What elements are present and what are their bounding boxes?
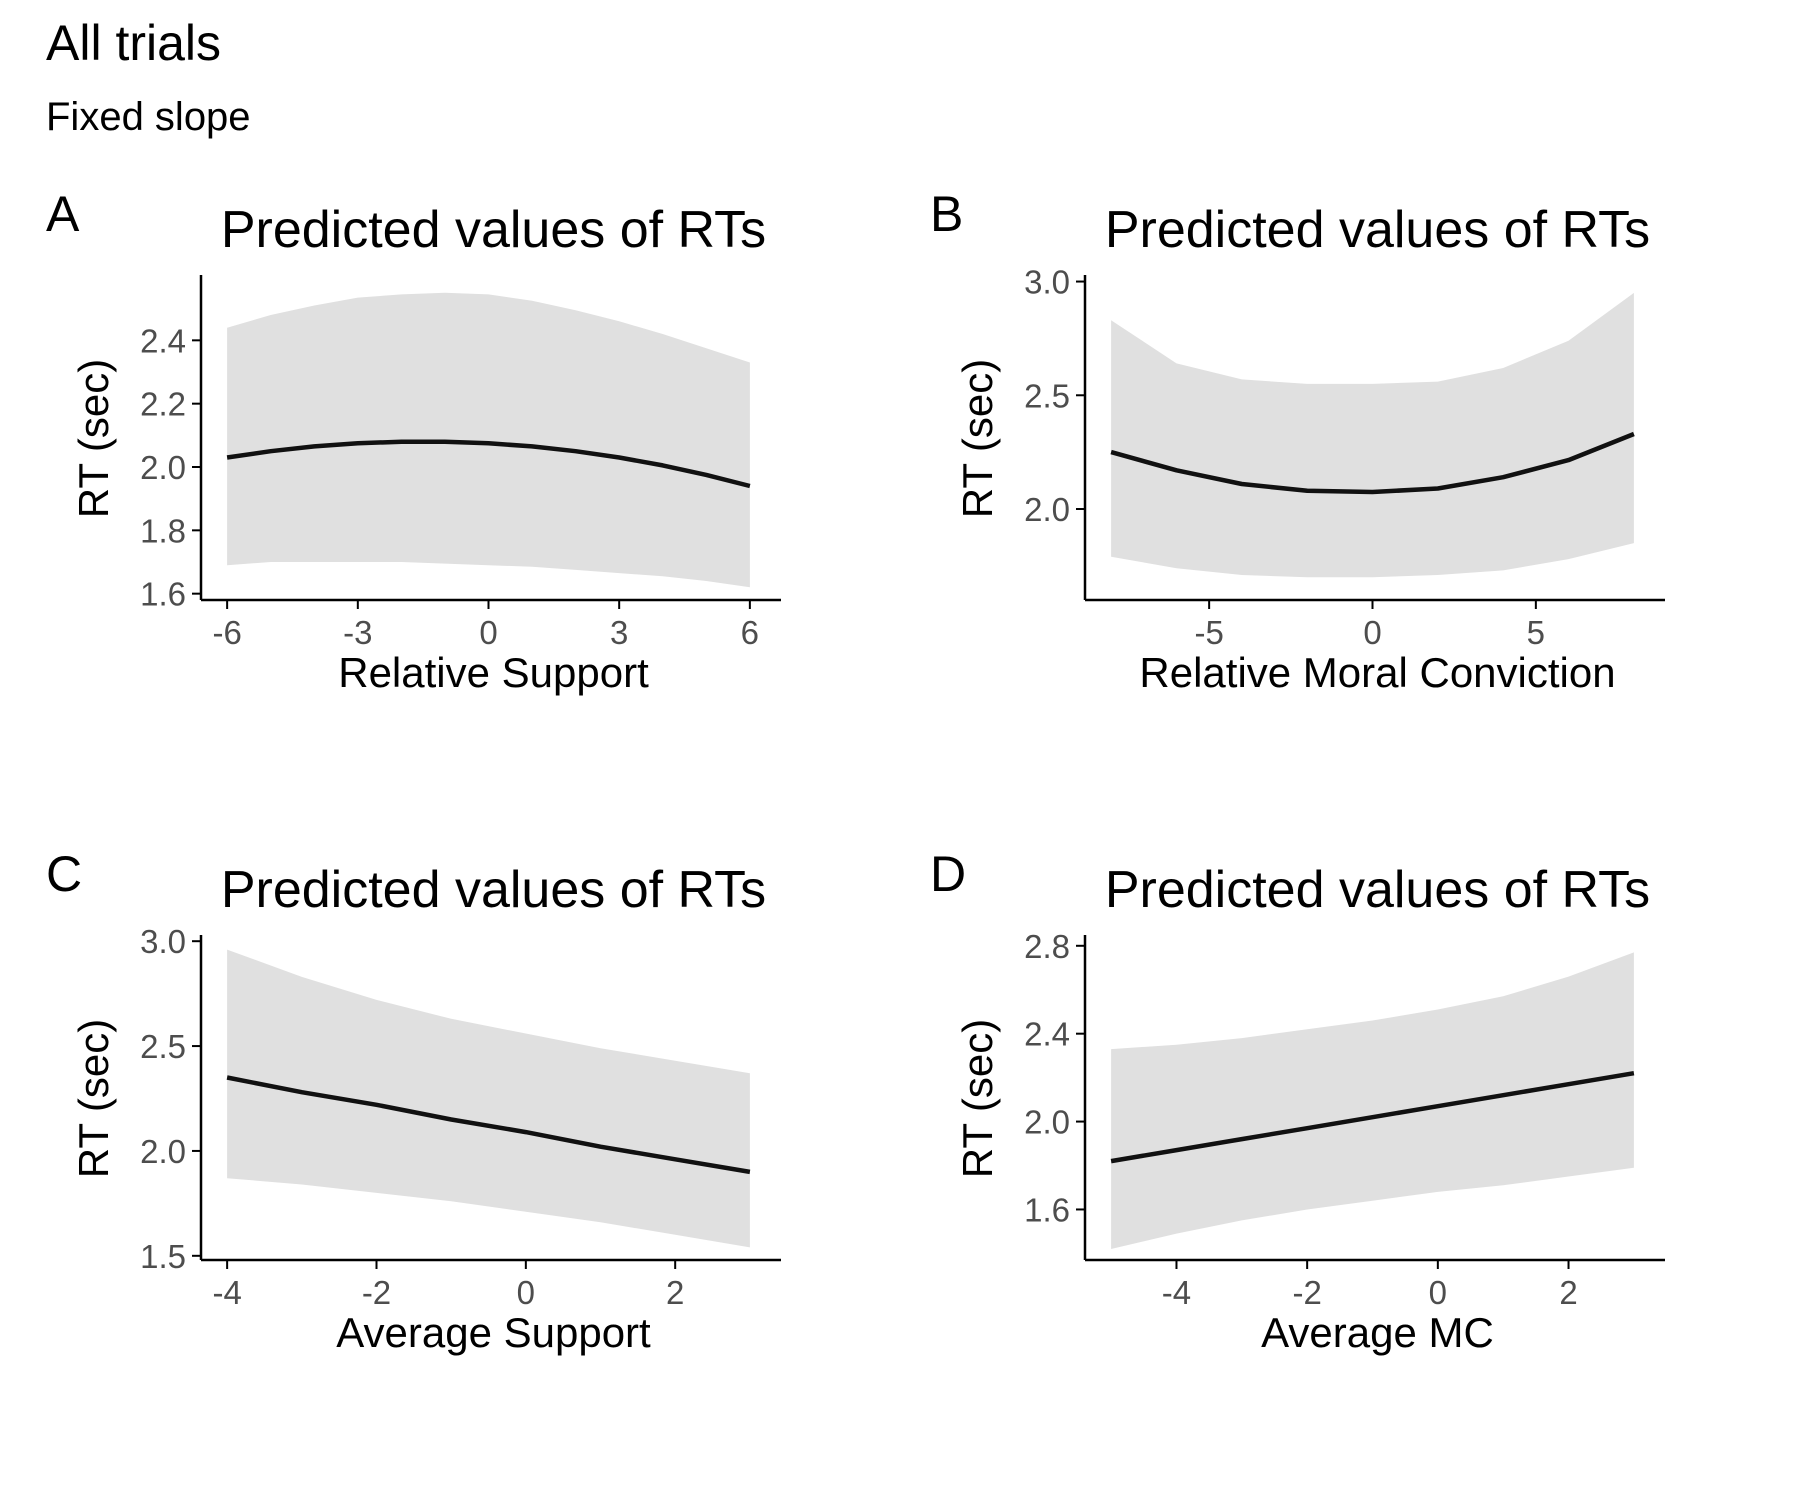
x-tick-label: 6 xyxy=(741,614,759,651)
x-tick-label: 0 xyxy=(517,1274,535,1311)
x-tick-label: -3 xyxy=(343,614,372,651)
predicted-line xyxy=(1110,431,1635,495)
x-tick-label: 3 xyxy=(610,614,628,651)
confidence-band xyxy=(1111,292,1634,578)
x-axis-title: Average Support xyxy=(336,1309,651,1356)
y-tick-label: 2.0 xyxy=(140,449,186,486)
y-axis-title: RT (sec) xyxy=(70,1019,117,1178)
y-axis-title: RT (sec) xyxy=(954,359,1001,518)
panel-a: A -6 -3 0 3 6 1.6 1.8 2.0 2.2 2.4 Predicted values… xyxy=(46,185,926,825)
chart-d: -4 -2 0 2 1.6 2.0 2.4 2.8 Predicted values of RT… xyxy=(954,861,1665,1356)
y-tick-label: 2.5 xyxy=(1024,377,1070,414)
y-tick-label: 1.6 xyxy=(140,576,186,613)
panel-letter: D xyxy=(930,846,967,902)
x-tick-label: -5 xyxy=(1194,614,1223,651)
confidence-band xyxy=(227,292,750,588)
y-tick-label: 1.8 xyxy=(140,512,186,549)
predicted-line xyxy=(1110,1070,1635,1164)
x-tick-label: -2 xyxy=(1292,1274,1321,1311)
x-axis-title: Relative Support xyxy=(338,649,649,696)
x-tick-label: -6 xyxy=(212,614,241,651)
x-tick-label: -4 xyxy=(212,1274,241,1311)
x-axis-title: Average MC xyxy=(1261,1309,1494,1356)
y-axis-title: RT (sec) xyxy=(954,1019,1001,1178)
figure-title: All trials xyxy=(46,15,222,71)
panel-c: C -4 -2 0 2 1.5 2.0 2.5 3.0 Predicted values of … xyxy=(46,845,926,1485)
y-axis-title: RT (sec) xyxy=(70,359,117,518)
chart-title: Predicted values of RTs xyxy=(1105,861,1650,919)
y-tick-label: 2.0 xyxy=(1024,491,1070,528)
y-tick-label: 1.5 xyxy=(140,1238,186,1275)
chart-a: -6 -3 0 3 6 1.6 1.8 2.0 2.2 2.4 Predicted values o… xyxy=(70,201,781,696)
chart-title: Predicted values of RTs xyxy=(221,861,766,919)
panel-d: D -4 -2 0 2 1.6 2.0 2.4 2.8 Predicted values of … xyxy=(930,845,1800,1485)
y-tick-label: 2.8 xyxy=(1024,928,1070,965)
x-tick-label: 0 xyxy=(1429,1274,1447,1311)
y-tick-label: 2.4 xyxy=(140,322,186,359)
panel-b: B -5 0 5 2.0 2.5 3.0 Predicted values of RTs Re… xyxy=(930,185,1800,825)
panel-letter: B xyxy=(930,186,964,242)
y-tick-label: 2.0 xyxy=(1024,1104,1070,1141)
chart-title: Predicted values of RTs xyxy=(1105,201,1650,259)
figure-subtitle: Fixed slope xyxy=(46,95,251,139)
chart-b: -5 0 5 2.0 2.5 3.0 Predicted values of RTs Rela… xyxy=(954,201,1665,696)
x-axis-title: Relative Moral Conviction xyxy=(1139,649,1615,696)
y-tick-label: 3.0 xyxy=(1024,264,1070,301)
x-tick-label: 2 xyxy=(1559,1274,1577,1311)
y-tick-label: 3.0 xyxy=(140,923,186,960)
x-tick-label: 0 xyxy=(479,614,497,651)
x-tick-label: -2 xyxy=(362,1274,391,1311)
chart-title: Predicted values of RTs xyxy=(221,201,766,259)
panel-letter: A xyxy=(46,186,80,242)
y-tick-label: 1.6 xyxy=(1024,1191,1070,1228)
confidence-band xyxy=(227,949,750,1248)
y-tick-label: 2.5 xyxy=(140,1028,186,1065)
chart-c: -4 -2 0 2 1.5 2.0 2.5 3.0 Predicted values of RT… xyxy=(70,861,781,1356)
predicted-line xyxy=(226,439,751,489)
x-tick-label: 2 xyxy=(666,1274,684,1311)
predicted-line xyxy=(226,1075,751,1175)
confidence-band xyxy=(1111,952,1634,1249)
panel-letter: C xyxy=(46,846,83,902)
y-tick-label: 2.4 xyxy=(1024,1016,1070,1053)
x-tick-label: -4 xyxy=(1162,1274,1191,1311)
x-tick-label: 0 xyxy=(1363,614,1381,651)
x-tick-label: 5 xyxy=(1527,614,1545,651)
y-tick-label: 2.2 xyxy=(140,386,186,423)
y-tick-label: 2.0 xyxy=(140,1133,186,1170)
